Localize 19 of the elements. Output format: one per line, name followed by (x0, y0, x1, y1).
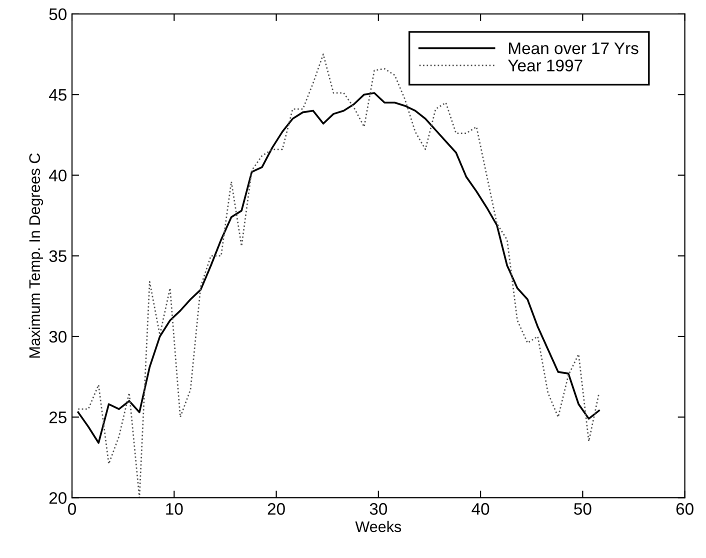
x-tick-label: 20 (268, 503, 285, 515)
x-tick-label: 60 (676, 503, 694, 515)
x-tick-label: 30 (370, 503, 388, 515)
legend-label: Year 1997 (508, 60, 582, 72)
x-tick-label: 40 (472, 503, 490, 515)
x-tick-label: 0 (68, 503, 76, 515)
x-axis-title: Weeks (355, 520, 402, 532)
y-tick-label: 40 (48, 170, 66, 182)
y-tick-label: 30 (49, 330, 66, 343)
line-series (77, 54, 600, 498)
x-tick-label: 10 (166, 503, 183, 515)
y-tick-label: 35 (49, 250, 66, 262)
x-tick-label: 50 (574, 503, 592, 515)
y-tick-label: 50 (49, 8, 66, 20)
y-tick-label: 25 (49, 412, 66, 424)
y-tick-label: 45 (48, 89, 66, 101)
y-tick-label: 20 (49, 492, 66, 504)
legend-label: Mean over 17 Yrs (509, 42, 638, 54)
y-axis-title: Maximum Temp. In Degrees C (28, 153, 44, 358)
